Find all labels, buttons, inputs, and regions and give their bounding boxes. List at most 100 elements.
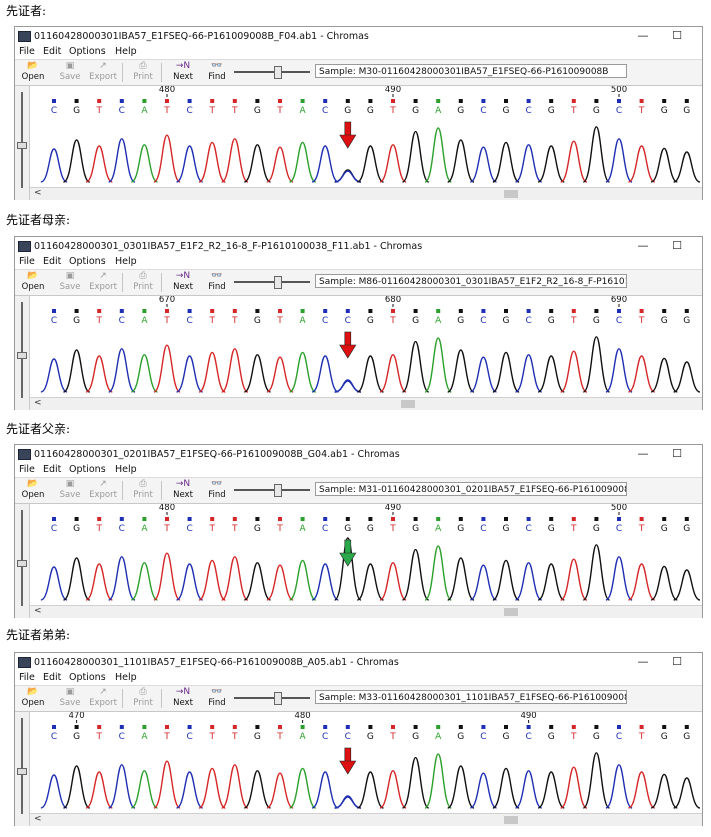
slider-thumb[interactable] [274,66,282,79]
horizontal-scrollbar[interactable]: < [30,813,702,826]
base-call[interactable]: C [480,524,486,534]
base-call[interactable]: A [141,732,148,742]
base-call[interactable]: T [276,524,283,534]
base-call[interactable]: G [503,732,510,742]
base-call[interactable]: T [389,732,396,742]
menu-help[interactable]: Help [115,672,137,683]
base-call[interactable]: C [322,524,328,534]
base-call[interactable]: T [389,524,396,534]
base-call[interactable]: A [435,732,442,742]
base-call[interactable]: C [186,732,192,742]
base-call[interactable]: C [480,106,486,116]
base-call[interactable]: A [300,316,307,326]
base-call[interactable]: C [322,732,328,742]
base-call[interactable]: C [480,316,486,326]
base-call[interactable]: T [163,316,170,326]
base-call[interactable]: G [412,732,419,742]
base-call[interactable]: A [300,524,307,534]
menu-options[interactable]: Options [69,464,106,475]
base-call[interactable]: G [344,524,351,534]
base-call[interactable]: G [661,316,668,326]
base-call[interactable]: T [638,732,645,742]
base-call[interactable]: T [570,106,577,116]
base-call[interactable]: C [51,106,57,116]
base-call[interactable]: T [208,732,215,742]
menu-help[interactable]: Help [115,256,137,267]
menu-file[interactable]: File [19,464,35,475]
base-call[interactable]: G [254,732,261,742]
base-call[interactable]: C [525,524,531,534]
base-call[interactable]: A [141,316,148,326]
base-call[interactable]: G [683,106,690,116]
maximize-button[interactable]: ☐ [672,655,682,668]
slider-thumb[interactable] [274,276,282,289]
base-call[interactable]: G [457,732,464,742]
base-call[interactable]: G [412,524,419,534]
menu-edit[interactable]: Edit [43,256,62,267]
base-call[interactable]: C [345,316,351,326]
horizontal-scrollbar[interactable]: < [30,605,702,618]
vertical-scale-slider[interactable] [15,296,30,410]
print-button[interactable]: ⎙ Print [128,61,158,82]
base-call[interactable]: G [412,316,419,326]
base-call[interactable]: G [548,524,555,534]
base-call[interactable]: T [163,524,170,534]
base-call[interactable]: T [231,524,238,534]
menu-file[interactable]: File [19,256,35,267]
vertical-scale-slider[interactable] [15,712,30,826]
base-call[interactable]: T [276,106,283,116]
menu-help[interactable]: Help [115,46,137,57]
base-call[interactable]: G [344,106,351,116]
base-call[interactable]: T [231,732,238,742]
horizontal-scrollbar[interactable]: < [30,187,702,200]
minimize-button[interactable]: — [637,655,649,668]
slider-thumb[interactable] [274,484,282,497]
base-call[interactable]: C [525,316,531,326]
base-call[interactable]: T [276,316,283,326]
menu-options[interactable]: Options [69,672,106,683]
base-call[interactable]: G [661,106,668,116]
base-call[interactable]: T [638,524,645,534]
export-button[interactable]: ↗ Export [88,61,118,82]
base-call[interactable]: G [367,106,374,116]
next-button[interactable]: →N Next [168,479,198,500]
save-button[interactable]: ▣ Save [55,61,85,82]
vertical-scale-slider[interactable] [15,504,30,618]
find-button[interactable]: 👓 Find [202,687,232,708]
base-call[interactable]: G [548,316,555,326]
base-call[interactable]: T [389,316,396,326]
base-call[interactable]: G [254,106,261,116]
next-button[interactable]: →N Next [168,61,198,82]
base-call[interactable]: C [322,316,328,326]
base-call[interactable]: C [322,106,328,116]
base-call[interactable]: C [525,106,531,116]
base-call[interactable]: G [593,524,600,534]
base-call[interactable]: C [525,732,531,742]
find-button[interactable]: 👓 Find [202,479,232,500]
scroll-left-arrow[interactable]: < [34,814,42,824]
scroll-left-arrow[interactable]: < [34,398,42,408]
base-call[interactable]: T [163,732,170,742]
base-call[interactable]: G [73,106,80,116]
base-call[interactable]: T [208,524,215,534]
base-call[interactable]: T [389,106,396,116]
base-call[interactable]: G [503,106,510,116]
base-call[interactable]: G [367,732,374,742]
base-call[interactable]: G [457,524,464,534]
base-call[interactable]: G [593,732,600,742]
base-call[interactable]: G [254,524,261,534]
vertical-scale-slider[interactable] [15,86,30,200]
scale-knob[interactable] [17,768,27,775]
base-call[interactable]: T [95,106,102,116]
base-call[interactable]: C [616,524,622,534]
menu-edit[interactable]: Edit [43,46,62,57]
base-call[interactable]: G [457,316,464,326]
base-call[interactable]: C [616,316,622,326]
base-call[interactable]: G [73,316,80,326]
base-call[interactable]: C [616,732,622,742]
scroll-thumb[interactable] [504,190,518,198]
base-call[interactable]: T [95,524,102,534]
base-call[interactable]: G [661,732,668,742]
scale-knob[interactable] [17,560,27,567]
base-call[interactable]: T [638,316,645,326]
